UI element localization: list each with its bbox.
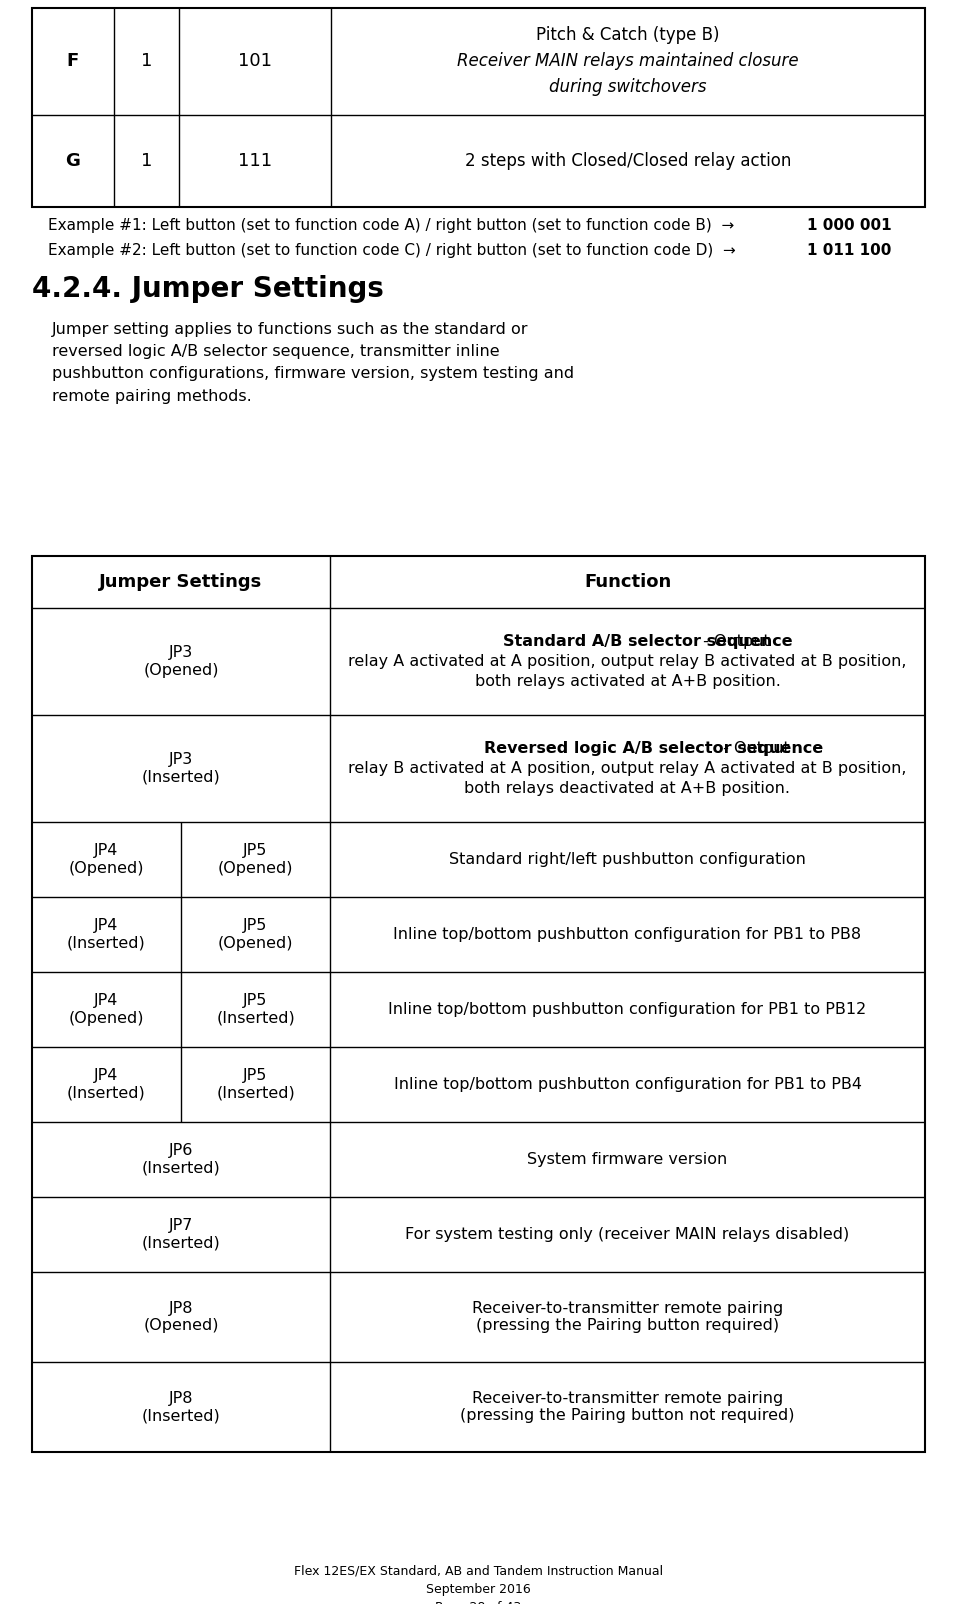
Bar: [32, 557, 925, 1452]
Text: - Output: - Output: [718, 741, 790, 755]
Text: 4.2.4. Jumper Settings: 4.2.4. Jumper Settings: [32, 274, 384, 303]
Text: 111: 111: [238, 152, 272, 170]
Text: For system testing only (receiver MAIN relays disabled): For system testing only (receiver MAIN r…: [406, 1227, 850, 1241]
Text: Inline top/bottom pushbutton configuration for PB1 to PB12: Inline top/bottom pushbutton configurati…: [389, 1002, 867, 1017]
Text: Standard right/left pushbutton configuration: Standard right/left pushbutton configura…: [449, 852, 806, 868]
Text: JP4
(Opened): JP4 (Opened): [69, 844, 145, 876]
Text: JP5
(Opened): JP5 (Opened): [218, 844, 293, 876]
Text: F: F: [67, 53, 79, 71]
Text: Function: Function: [584, 573, 671, 590]
Text: 1 011 100: 1 011 100: [807, 242, 891, 258]
Text: Reversed logic A/B selector sequence: Reversed logic A/B selector sequence: [483, 741, 823, 755]
Text: 101: 101: [238, 53, 272, 71]
Text: Jumper setting applies to functions such as the standard or
reversed logic A/B s: Jumper setting applies to functions such…: [52, 322, 574, 404]
Text: Standard A/B selector sequence: Standard A/B selector sequence: [503, 634, 792, 650]
Text: System firmware version: System firmware version: [527, 1152, 727, 1168]
Text: - Output: - Output: [698, 634, 769, 650]
Text: JP4
(Inserted): JP4 (Inserted): [67, 919, 145, 951]
Text: 1: 1: [141, 53, 152, 71]
Text: JP3
(Inserted): JP3 (Inserted): [142, 752, 220, 784]
Text: JP4
(Inserted): JP4 (Inserted): [67, 1068, 145, 1100]
Text: JP8
(Inserted): JP8 (Inserted): [142, 1391, 220, 1423]
Text: JP5
(Opened): JP5 (Opened): [218, 919, 293, 951]
Text: Inline top/bottom pushbutton configuration for PB1 to PB8: Inline top/bottom pushbutton configurati…: [393, 927, 861, 942]
Text: 1: 1: [141, 152, 152, 170]
Text: Receiver MAIN relays maintained closure: Receiver MAIN relays maintained closure: [457, 53, 799, 71]
Text: both relays activated at A+B position.: both relays activated at A+B position.: [475, 674, 781, 690]
Text: JP8
(Opened): JP8 (Opened): [144, 1301, 219, 1333]
Text: Example #2: Left button (set to function code C) / right button (set to function: Example #2: Left button (set to function…: [48, 242, 746, 258]
Bar: [32, 8, 925, 207]
Text: Example #1: Left button (set to function code A) / right button (set to function: Example #1: Left button (set to function…: [48, 218, 744, 233]
Text: during switchovers: during switchovers: [549, 79, 707, 96]
Text: JP4
(Opened): JP4 (Opened): [69, 993, 145, 1025]
Text: relay A activated at A position, output relay B activated at B position,: relay A activated at A position, output …: [348, 654, 906, 669]
Text: Receiver-to-transmitter remote pairing
(pressing the Pairing button required): Receiver-to-transmitter remote pairing (…: [472, 1301, 783, 1333]
Text: relay B activated at A position, output relay A activated at B position,: relay B activated at A position, output …: [348, 760, 906, 776]
Text: JP5
(Inserted): JP5 (Inserted): [216, 1068, 295, 1100]
Text: Jumper Settings: Jumper Settings: [100, 573, 262, 590]
Text: Pitch & Catch (type B): Pitch & Catch (type B): [536, 27, 720, 45]
Text: Inline top/bottom pushbutton configuration for PB1 to PB4: Inline top/bottom pushbutton configurati…: [393, 1076, 861, 1092]
Text: JP5
(Inserted): JP5 (Inserted): [216, 993, 295, 1025]
Text: G: G: [66, 152, 80, 170]
Text: 2 steps with Closed/Closed relay action: 2 steps with Closed/Closed relay action: [465, 152, 791, 170]
Text: JP6
(Inserted): JP6 (Inserted): [142, 1144, 220, 1176]
Text: Receiver-to-transmitter remote pairing
(pressing the Pairing button not required: Receiver-to-transmitter remote pairing (…: [460, 1391, 794, 1423]
Text: both relays deactivated at A+B position.: both relays deactivated at A+B position.: [464, 781, 790, 796]
Text: Flex 12ES/EX Standard, AB and Tandem Instruction Manual
September 2016
Page 28 o: Flex 12ES/EX Standard, AB and Tandem Ins…: [294, 1566, 663, 1604]
Text: JP7
(Inserted): JP7 (Inserted): [142, 1219, 220, 1251]
Text: 1 000 001: 1 000 001: [807, 218, 892, 233]
Text: JP3
(Opened): JP3 (Opened): [144, 645, 219, 678]
